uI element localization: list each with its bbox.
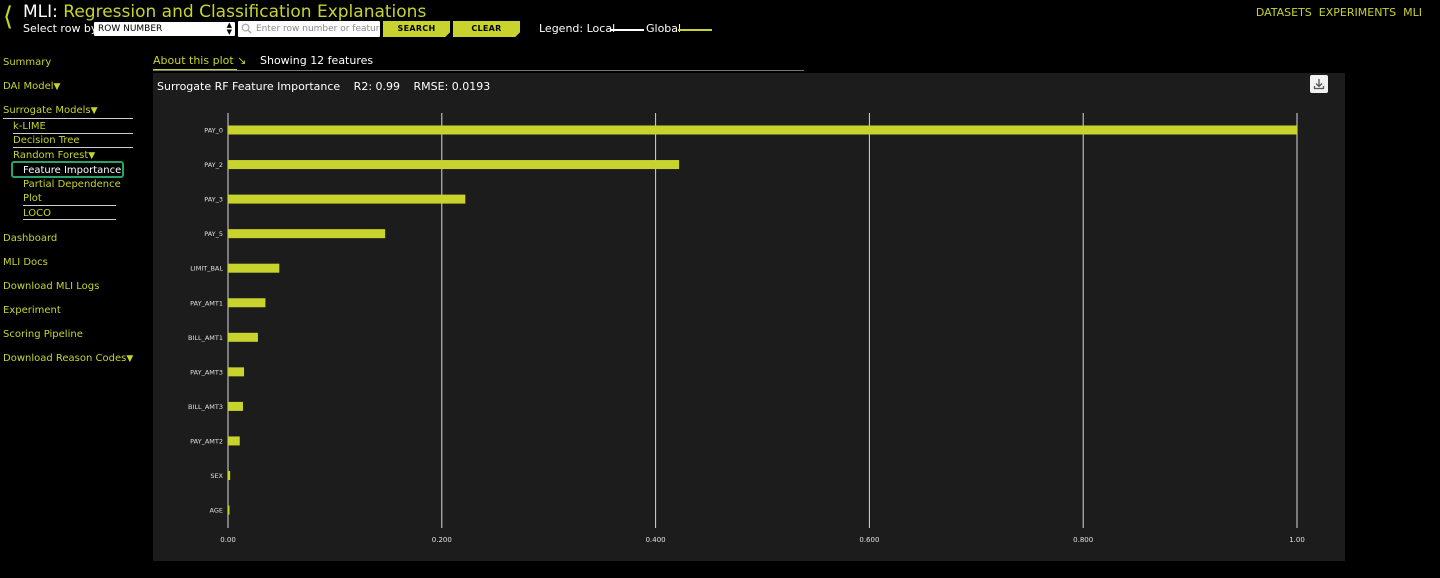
sidebar-item-partial-dependence[interactable]: Partial Dependence	[23, 179, 121, 190]
sidebar-item-feature-importance[interactable]: Feature Importance	[23, 165, 122, 176]
category-label: PAY_AMT2	[190, 437, 223, 445]
category-label: PAY_2	[204, 161, 223, 169]
back-chevron-icon[interactable]: ⟨	[3, 2, 14, 32]
sidebar-item-dashboard[interactable]: Dashboard	[3, 233, 58, 244]
sidebar-item-plot[interactable]: Plot	[23, 193, 42, 204]
category-label: PAY_AMT1	[190, 299, 223, 307]
bar	[228, 436, 240, 446]
category-label: BILL_AMT1	[188, 334, 223, 342]
x-tick-label: 0.400	[646, 536, 666, 544]
row-select-dropdown[interactable]: ROW NUMBER ▲ ▼	[94, 22, 235, 36]
divider	[3, 118, 133, 119]
feature-importance-highlight	[11, 161, 124, 178]
divider	[23, 219, 116, 220]
bar	[228, 263, 280, 273]
top-nav: DATASETS EXPERIMENTS MLI	[1256, 6, 1422, 20]
title-prefix: MLI:	[23, 2, 58, 22]
category-label: BILL_AMT3	[188, 403, 223, 411]
bar	[228, 298, 266, 308]
bar	[228, 367, 245, 377]
row-search-input[interactable]: Enter row number or feature	[238, 21, 380, 37]
triangle-down-icon: ▼	[53, 82, 61, 92]
chart-panel: Surrogate RF Feature Importance R2: 0.99…	[153, 73, 1345, 561]
sidebar-item-summary[interactable]: Summary	[3, 57, 52, 68]
bar	[228, 194, 466, 204]
category-label: PAY_5	[204, 230, 223, 238]
download-button[interactable]	[1310, 75, 1328, 93]
search-icon	[241, 23, 252, 34]
bar	[228, 229, 386, 239]
sidebar-item-download-logs[interactable]: Download MLI Logs	[3, 281, 100, 292]
feature-importance-chart: 0.00 0.200 0.400 0.600 0.800 1.00 PAY_0 PAY_2 PA…	[188, 113, 1305, 544]
divider	[13, 133, 133, 134]
nav-mli[interactable]: MLI	[1403, 6, 1422, 19]
sidebar-item-experiment[interactable]: Experiment	[3, 305, 61, 316]
download-icon	[1313, 79, 1325, 90]
legend-local-label: Legend: Local	[539, 22, 616, 35]
bar	[228, 332, 258, 342]
divider	[13, 147, 133, 148]
nav-datasets[interactable]: DATASETS	[1255, 6, 1312, 19]
sidebar-item-dai-model[interactable]: DAI Model▼	[3, 80, 60, 94]
about-plot-label: About this plot	[153, 54, 234, 67]
triangle-down-icon: ▼	[88, 151, 96, 161]
bar	[228, 401, 243, 411]
select-row-label: Select row by:	[23, 22, 101, 35]
dai-model-label: DAI Model	[3, 81, 54, 92]
x-tick-label: 0.600	[859, 536, 879, 544]
download-reason-codes-label: Download Reason Codes	[3, 353, 127, 364]
title-main: Regression and Classification Explanatio…	[63, 2, 427, 22]
legend-global-label: Global	[646, 22, 682, 35]
x-tick-label: 0.00	[220, 536, 236, 544]
bar	[228, 505, 230, 515]
legend-local-swatch	[610, 29, 644, 31]
chart-r2: R2: 0.99	[353, 80, 401, 93]
x-tick-label: 1.00	[1289, 536, 1305, 544]
sidebar-item-loco[interactable]: LOCO	[23, 208, 51, 219]
sidebar-item-decision-tree[interactable]: Decision Tree	[13, 135, 80, 146]
arrow-down-right-icon: ↘	[237, 54, 247, 67]
sidebar-item-mli-docs[interactable]: MLI Docs	[3, 257, 48, 268]
category-label: LIMIT_BAL	[190, 265, 223, 273]
row-search-placeholder: Enter row number or feature	[256, 24, 380, 34]
chart-header: Surrogate RF Feature Importance R2: 0.99…	[157, 80, 500, 94]
category-label: AGE	[210, 507, 223, 515]
x-tick-label: 0.200	[432, 536, 452, 544]
select-arrows-icon: ▲ ▼	[226, 21, 232, 36]
sidebar-item-klime[interactable]: k-LIME	[13, 121, 46, 132]
sidebar-item-scoring-pipeline[interactable]: Scoring Pipeline	[3, 329, 83, 340]
triangle-down-icon: ▼	[126, 354, 134, 364]
surrogate-models-label: Surrogate Models	[3, 105, 91, 116]
about-underline	[153, 69, 237, 70]
search-button[interactable]: SEARCH	[383, 21, 450, 37]
category-label: PAY_3	[204, 196, 223, 204]
category-label: SEX	[210, 472, 223, 480]
divider	[153, 70, 804, 71]
sidebar-item-download-reason-codes[interactable]: Download Reason Codes▼	[3, 352, 133, 366]
x-tick-label: 0.800	[1073, 536, 1093, 544]
divider	[23, 205, 116, 206]
sidebar-item-surrogate-models[interactable]: Surrogate Models▼	[3, 104, 98, 118]
clear-button[interactable]: CLEAR	[453, 21, 520, 37]
triangle-down-icon: ▼	[90, 106, 98, 116]
chart-rmse: RMSE: 0.0193	[413, 80, 491, 93]
random-forest-label: Random Forest	[13, 150, 89, 161]
category-label: PAY_AMT3	[190, 368, 223, 376]
sidebar-item-random-forest[interactable]: Random Forest▼	[13, 149, 95, 163]
bar	[228, 160, 680, 170]
nav-experiments[interactable]: EXPERIMENTS	[1318, 6, 1397, 19]
category-label: PAY_0	[204, 127, 223, 135]
bar	[228, 471, 231, 480]
legend-global-swatch	[678, 29, 712, 31]
chart-title: Surrogate RF Feature Importance	[157, 80, 341, 93]
feature-count-label: Showing 12 features	[260, 54, 374, 67]
about-plot-link[interactable]: About this plot ↘	[153, 54, 246, 68]
row-select-value: ROW NUMBER	[98, 24, 163, 34]
bar	[228, 125, 1297, 135]
page-title: MLI: Regression and Classification Expla…	[23, 1, 426, 23]
